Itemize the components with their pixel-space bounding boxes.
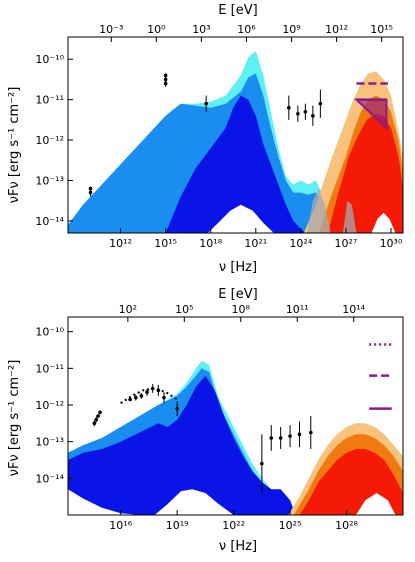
top-tick-label: 10¹⁴ [342,303,365,316]
y-tick-label: 10⁻¹¹ [35,94,64,107]
x-axis-label: ν [Hz] [219,260,257,275]
x-tick-label: 10²⁷ [335,237,358,250]
y-axis-label: νFν [erg s⁻¹ cm⁻²] [7,87,22,204]
x-tick-label: 10²⁵ [279,519,302,532]
data-point [297,432,302,437]
data-point [308,430,313,435]
x-tick-label: 10¹⁸ [199,237,222,250]
data-point [145,390,149,394]
top-tick-label: 10⁶ [237,23,256,36]
data-point [163,81,168,86]
top-xlabel: E [eV] [218,3,257,18]
plot-area [68,343,403,515]
data-point [98,410,102,415]
data-point [88,186,93,191]
data-point [162,395,166,400]
y-tick-label: 10⁻¹³ [35,174,64,187]
x-tick-label: 10²¹ [244,237,267,250]
white-hump [355,493,396,515]
data-point [88,190,93,195]
data-point [278,436,283,440]
data-point [92,421,97,426]
y-tick-label: 10⁻¹² [35,399,64,412]
data-point [204,101,209,106]
top-tick-label: 10⁹ [282,23,300,36]
white-hump [371,212,396,233]
data-point [288,434,292,438]
data-point [296,111,300,116]
data-point [175,406,179,411]
top-tick-label: 10⁻³ [99,23,123,36]
band-gray-right [342,200,357,233]
x-tick-label: 10³⁰ [380,237,403,250]
y-tick-label: 10⁻¹³ [35,436,64,449]
band-gray-left [306,188,331,233]
band-vhe-lower [327,113,403,233]
top-tick-label: 10⁰ [147,23,166,36]
top-tick-label: 10¹⁵ [370,23,393,36]
plot-frame [67,36,404,234]
plot-area [68,51,403,233]
bottom-panel: E [eV] ν [Hz] νFν [erg s⁻¹ cm⁻²] 10¹⁶ 10¹… [7,287,404,554]
x-tick-label: 10²⁸ [335,519,358,532]
top-tick-label: 10¹¹ [286,303,309,316]
data-point [287,105,291,110]
y-axis-label: νFν [erg s⁻¹ cm⁻²] [7,360,22,477]
x-tick-label: 10¹⁶ [109,519,132,532]
y-tick-label: 10⁻¹⁰ [35,326,64,339]
y-tick-label: 10⁻¹¹ [35,362,64,375]
data-point [150,386,155,391]
top-tick-label: 10¹² [325,23,348,36]
data-point [139,394,144,398]
top-tick-label: 10³ [192,23,210,36]
band-dark-component [68,375,296,515]
top-tick-label: 10⁵ [175,303,193,316]
data-point [311,114,315,118]
top-tick-label: 10⁸ [232,303,251,316]
data-point [133,395,138,400]
y-tick-label: 10⁻¹⁰ [35,53,64,66]
data-point [163,73,168,78]
data-point [303,109,308,114]
data-point [318,101,323,106]
band-dark-component [68,95,306,233]
data-point [269,436,274,440]
white-hump [207,204,274,233]
data-point [156,388,161,393]
x-axis-label: ν [Hz] [219,539,257,554]
plot-frame [67,316,404,516]
data-point [163,77,168,82]
white-hump [154,489,234,515]
top-tick-label: 10² [119,303,137,316]
dotted-fit-line [120,387,178,405]
y-tick-label: 10⁻¹⁴ [35,472,64,485]
data-point [96,414,100,418]
x-tick-label: 10²⁴ [289,237,312,250]
data-point [128,397,132,402]
x-tick-label: 10²² [222,519,245,532]
x-tick-label: 10¹⁵ [154,237,177,250]
y-tick-label: 10⁻¹⁴ [35,215,64,228]
data-point [260,461,264,466]
top-panel: E [eV] ν [Hz] νFν [erg s⁻¹ cm⁻²] 10¹² 10¹… [7,3,404,275]
y-tick-label: 10⁻¹² [35,134,64,147]
x-tick-label: 10¹⁹ [166,519,189,532]
data-point [94,417,99,422]
x-tick-label: 10¹² [109,237,132,250]
white-hump [68,489,155,515]
top-xlabel: E [eV] [218,287,257,302]
